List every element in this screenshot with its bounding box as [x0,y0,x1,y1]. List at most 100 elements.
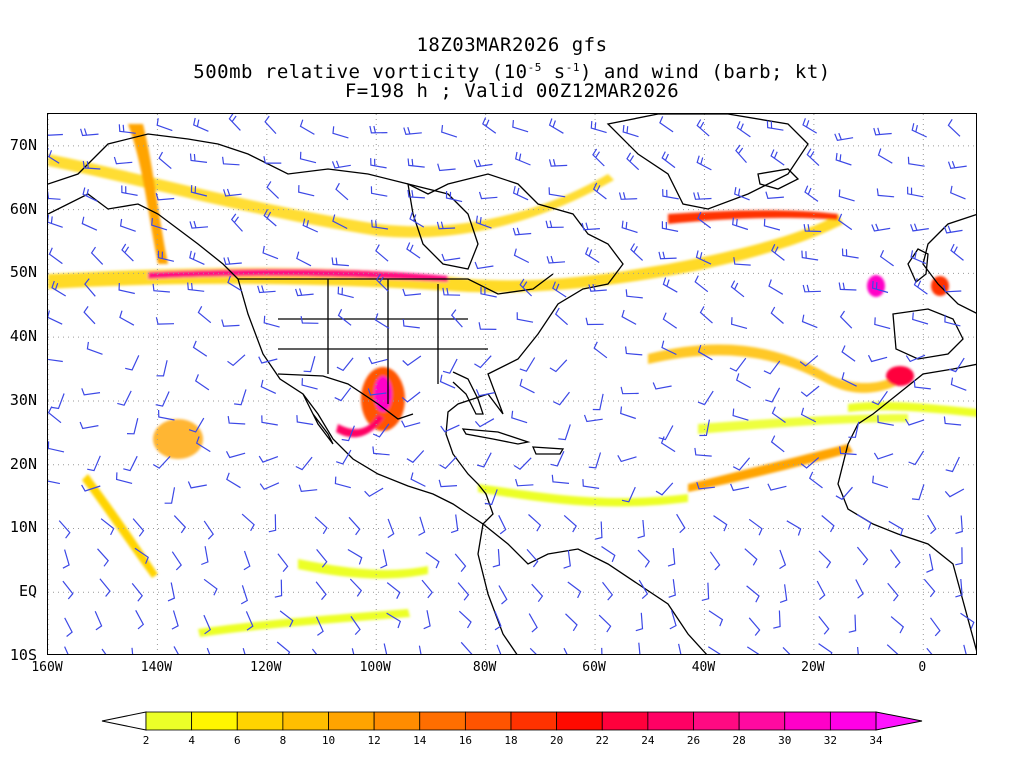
wind-barb [736,121,751,138]
wind-barb [512,185,529,201]
wind-barb [947,118,961,137]
wind-barb [437,163,456,172]
wind-barb [512,120,529,133]
wind-barb [531,583,544,603]
wind-barb [841,248,859,259]
wind-barb [910,223,929,232]
wind-barb [770,306,784,324]
wind-barb [856,513,872,530]
wind-barb [588,452,602,469]
wind-barb [418,516,426,536]
wind-barb [498,515,507,535]
wind-barb [638,579,649,600]
weather-map [48,114,976,654]
wind-barb [655,482,674,496]
wind-barb [155,193,175,201]
coastline-iceland [757,168,800,190]
wind-barb [913,278,928,295]
wind-barb [301,378,318,390]
wind-barb [206,647,211,654]
colorbar-box [784,711,831,731]
wind-barb [732,217,749,231]
wind-barb [771,406,786,423]
vorticity-pacific-eddy [153,419,203,459]
wind-barb [873,452,894,460]
wind-barb [241,513,255,532]
wind-barb [117,390,132,406]
wind-barb [945,456,960,473]
wind-barb [637,549,650,568]
wind-barb [800,457,820,469]
wind-barb [299,119,315,135]
wind-barb [368,356,388,365]
wind-barb [748,617,761,636]
wind-barb [387,518,395,539]
wind-barb [637,519,645,539]
wind-barb [257,285,276,294]
wind-barb [701,582,710,601]
wind-barb [203,520,214,540]
wind-barb [263,156,282,164]
wind-barb [441,125,458,138]
coastline-greenland [606,114,809,210]
wind-barb [132,518,145,537]
wind-barb [230,213,243,232]
map-plot-area [47,113,977,655]
vorticity-band-north [48,154,614,238]
wind-barb [156,118,173,132]
wind-barb [652,382,672,390]
wind-barb [768,279,784,295]
wind-barb [697,390,714,406]
wind-barb [349,578,363,597]
vorticity-band-alaska [128,124,168,264]
wind-barb [445,190,463,203]
wind-barb [874,317,891,330]
wind-barb [440,424,460,433]
wind-barb [519,378,535,394]
wind-barb [602,581,614,601]
wind-barb [944,488,965,498]
wind-barb [676,513,686,534]
wind-barb [871,281,889,294]
colorbar-under-arrow [101,711,147,731]
wind-barb [890,616,905,634]
wind-barb [494,610,502,631]
wind-barb [808,471,823,489]
wind-barb [173,646,179,654]
wind-barb [227,416,246,425]
wind-barb [730,280,745,298]
wind-barb [258,356,278,364]
wind-barb [222,156,240,166]
wind-barb [838,189,855,202]
wind-barb [678,643,682,654]
map-title-line-1: 18Z03MAR2026 gfs [416,34,608,56]
wind-barb [331,160,351,169]
colorbar-tick-label: 20 [550,734,564,747]
wind-barb [82,160,101,170]
wind-barb [82,187,98,202]
wind-barb [529,647,537,654]
wind-barb [48,358,63,363]
colorbar-box [738,711,786,731]
wind-barb [119,218,136,232]
colorbar-box [282,711,329,731]
wind-barb [592,393,604,411]
wind-barb [474,261,494,270]
wind-barb [296,251,312,267]
wind-barb [48,191,61,200]
colorbar-tick-label: 30 [778,734,792,747]
wind-barb [732,408,749,421]
wind-barb [955,547,963,566]
wind-barb [439,456,457,470]
wind-barb [476,452,492,468]
wind-barb [779,549,787,570]
wind-barb [62,549,70,569]
colorbar-tick-label: 32 [823,734,837,747]
coastline-europe [922,213,976,314]
wind-barb [131,583,143,602]
wind-barb [48,480,61,485]
wind-barb [450,514,459,534]
wind-barb [592,148,605,167]
wind-barb [87,455,101,472]
wind-barb [386,582,401,599]
